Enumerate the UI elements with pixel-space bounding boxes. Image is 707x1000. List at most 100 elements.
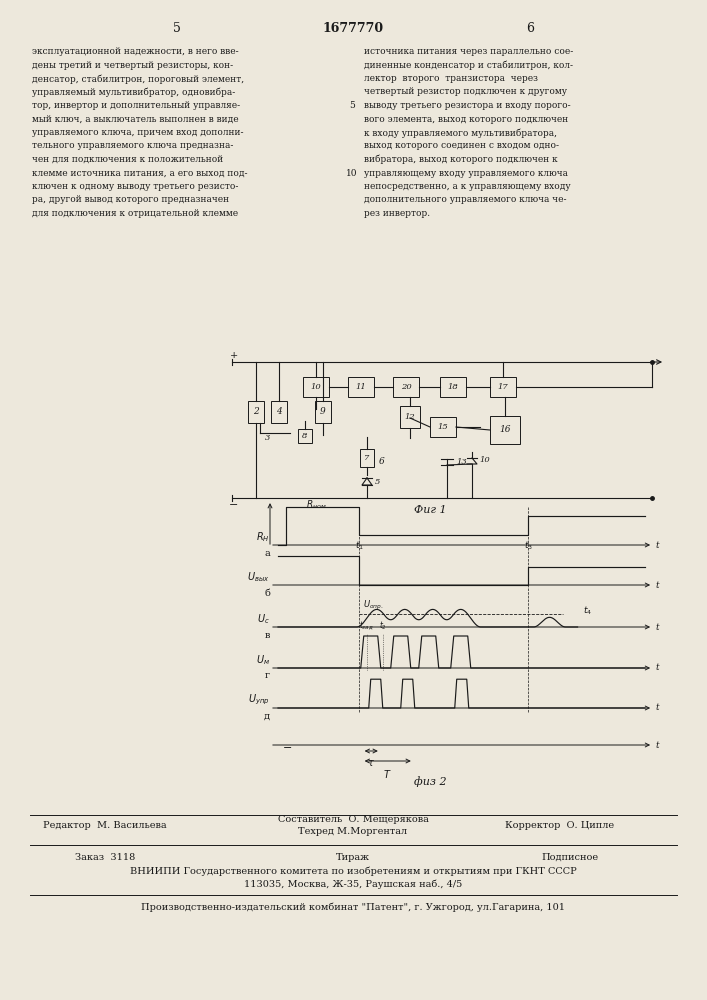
Text: выход которого соединен с входом одно-: выход которого соединен с входом одно- xyxy=(364,141,559,150)
Text: 2: 2 xyxy=(253,408,259,416)
Text: Корректор  О. Ципле: Корректор О. Ципле xyxy=(506,820,614,830)
Text: 10: 10 xyxy=(310,383,322,391)
Text: 6: 6 xyxy=(379,458,385,466)
Text: 1677770: 1677770 xyxy=(322,21,384,34)
Text: четвертый резистор подключен к другому: четвертый резистор подключен к другому xyxy=(364,88,567,97)
Text: 4: 4 xyxy=(276,408,282,416)
Text: $U_м$: $U_м$ xyxy=(256,653,270,667)
Bar xyxy=(315,401,331,423)
Text: в: в xyxy=(264,631,270,640)
Text: +: + xyxy=(230,351,238,360)
Text: вибратора, выход которого подключен к: вибратора, выход которого подключен к xyxy=(364,155,558,164)
Text: 16: 16 xyxy=(499,426,510,434)
Text: лектор  второго  транзистора  через: лектор второго транзистора через xyxy=(364,74,538,83)
Text: чен для подключения к положительной: чен для подключения к положительной xyxy=(32,155,223,164)
Bar xyxy=(303,377,329,397)
Text: $t_{зад}$: $t_{зад}$ xyxy=(359,620,374,632)
Text: тельного управляемого ключа предназна-: тельного управляемого ключа предназна- xyxy=(32,141,233,150)
Text: 17: 17 xyxy=(498,383,508,391)
Text: ра, другой вывод которого предназначен: ра, другой вывод которого предназначен xyxy=(32,196,229,205)
Text: непосредственно, а к управляющему входу: непосредственно, а к управляющему входу xyxy=(364,182,571,191)
Text: 15: 15 xyxy=(438,423,448,431)
Text: 5: 5 xyxy=(375,478,380,486)
Text: выводу третьего резистора и входу порого-: выводу третьего резистора и входу порого… xyxy=(364,101,571,110)
Text: t: t xyxy=(655,622,659,632)
Text: Составитель  О. Мещерякова: Составитель О. Мещерякова xyxy=(278,816,428,824)
Text: 13: 13 xyxy=(456,458,467,466)
Bar xyxy=(430,417,456,437)
Text: $t_2$: $t_2$ xyxy=(379,620,387,632)
Text: эксплуатационной надежности, в него вве-: эксплуатационной надежности, в него вве- xyxy=(32,47,239,56)
Bar xyxy=(348,377,374,397)
Text: 9: 9 xyxy=(320,408,326,416)
Text: t: t xyxy=(655,704,659,712)
Text: $\tau$: $\tau$ xyxy=(368,758,375,768)
Text: $R_{ном.}$: $R_{ном.}$ xyxy=(306,499,328,511)
Bar xyxy=(400,406,420,428)
Text: дены третий и четвертый резисторы, кон-: дены третий и четвертый резисторы, кон- xyxy=(32,60,233,70)
Text: t: t xyxy=(655,664,659,672)
Text: 10: 10 xyxy=(479,456,490,464)
Text: денсатор, стабилитрон, пороговый элемент,: денсатор, стабилитрон, пороговый элемент… xyxy=(32,74,244,84)
Text: 20: 20 xyxy=(401,383,411,391)
Text: Редактор  М. Васильева: Редактор М. Васильева xyxy=(43,820,167,830)
Text: −: − xyxy=(229,500,239,510)
Text: $R_H$: $R_H$ xyxy=(257,530,270,544)
Text: 8: 8 xyxy=(303,432,308,440)
Text: ключен к одному выводу третьего резисто-: ключен к одному выводу третьего резисто- xyxy=(32,182,238,191)
Text: t: t xyxy=(655,580,659,589)
Text: клемме источника питания, а его выход под-: клемме источника питания, а его выход по… xyxy=(32,168,247,178)
Text: ВНИИПИ Государственного комитета по изобретениям и открытиям при ГКНТ СССР: ВНИИПИ Государственного комитета по изоб… xyxy=(129,866,576,876)
Text: $U_c$: $U_c$ xyxy=(257,612,270,626)
Text: 5: 5 xyxy=(173,21,181,34)
Text: −: − xyxy=(283,743,293,753)
Text: источника питания через параллельно сое-: источника питания через параллельно сое- xyxy=(364,47,573,56)
Text: для подключения к отрицательной клемме: для подключения к отрицательной клемме xyxy=(32,209,238,218)
Bar xyxy=(490,416,520,444)
Text: $U_{опр.}$: $U_{опр.}$ xyxy=(363,598,383,612)
Text: д: д xyxy=(264,712,270,720)
Text: управляющему входу управляемого ключа: управляющему входу управляемого ключа xyxy=(364,168,568,178)
Text: Техред М.Моргентал: Техред М.Моргентал xyxy=(298,826,407,836)
Text: 10: 10 xyxy=(346,168,358,178)
Text: г: г xyxy=(265,672,270,680)
Text: Тираж: Тираж xyxy=(336,852,370,861)
Text: 12: 12 xyxy=(404,413,416,421)
Text: $t_4$: $t_4$ xyxy=(583,605,592,617)
Text: диненные конденсатор и стабилитрон, кол-: диненные конденсатор и стабилитрон, кол- xyxy=(364,60,573,70)
Bar xyxy=(490,377,516,397)
Text: 7: 7 xyxy=(364,454,370,462)
Text: а: а xyxy=(264,548,270,558)
Text: к входу управляемого мультивибратора,: к входу управляемого мультивибратора, xyxy=(364,128,557,137)
Text: t: t xyxy=(655,740,659,750)
Text: 6: 6 xyxy=(526,21,534,34)
Text: 11: 11 xyxy=(356,383,366,391)
Text: $U_{упр}$: $U_{упр}$ xyxy=(248,693,270,707)
Text: Заказ  3118: Заказ 3118 xyxy=(75,852,135,861)
Text: физ 2: физ 2 xyxy=(414,777,446,787)
Bar xyxy=(298,429,312,443)
Bar xyxy=(440,377,466,397)
Text: б: б xyxy=(264,588,270,597)
Text: управляемый мультивибратор, одновибра-: управляемый мультивибратор, одновибра- xyxy=(32,88,235,97)
Text: t: t xyxy=(655,540,659,550)
Bar xyxy=(248,401,264,423)
Text: тор, инвертор и дополнительный управляе-: тор, инвертор и дополнительный управляе- xyxy=(32,101,240,110)
Text: 18: 18 xyxy=(448,383,458,391)
Text: 113035, Москва, Ж-35, Раушская наб., 4/5: 113035, Москва, Ж-35, Раушская наб., 4/5 xyxy=(244,879,462,889)
Text: $T$: $T$ xyxy=(383,768,392,780)
Text: $t_3$: $t_3$ xyxy=(524,540,533,552)
Bar xyxy=(360,449,374,467)
Text: дополнительного управляемого ключа че-: дополнительного управляемого ключа че- xyxy=(364,196,566,205)
Text: управляемого ключа, причем вход дополни-: управляемого ключа, причем вход дополни- xyxy=(32,128,243,137)
Text: 3: 3 xyxy=(265,434,271,442)
Text: Производственно-издательский комбинат "Патент", г. Ужгород, ул.Гагарина, 101: Производственно-издательский комбинат "П… xyxy=(141,902,565,912)
Text: 5: 5 xyxy=(349,101,355,110)
Bar xyxy=(271,401,287,423)
Bar xyxy=(393,377,419,397)
Text: рез инвертор.: рез инвертор. xyxy=(364,209,430,218)
Text: мый ключ, а выключатель выполнен в виде: мый ключ, а выключатель выполнен в виде xyxy=(32,114,239,123)
Text: Фиг 1: Фиг 1 xyxy=(414,505,446,515)
Text: $t_1$: $t_1$ xyxy=(355,540,364,552)
Text: вого элемента, выход которого подключен: вого элемента, выход которого подключен xyxy=(364,114,568,123)
